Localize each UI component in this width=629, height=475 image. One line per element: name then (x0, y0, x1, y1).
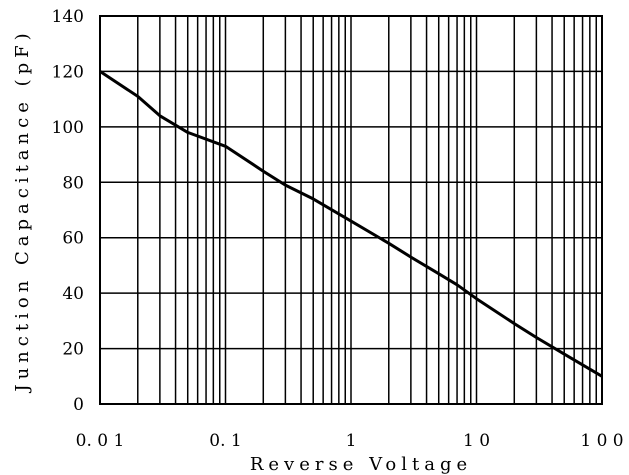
x-axis-label: Reverse Voltage (250, 454, 472, 475)
x-tick-label: 1 0 0 (580, 431, 623, 451)
x-tick-label: 0. 0 1 (76, 431, 125, 451)
y-tick-label: 120 (52, 62, 84, 82)
y-tick-label: 140 (52, 7, 84, 27)
horizontal-grid (100, 70, 602, 350)
x-tick-label: 1 (346, 431, 357, 451)
x-tick-label: 0. 1 (209, 431, 241, 451)
y-tick-label: 60 (62, 229, 84, 249)
plot-frame (99, 15, 603, 405)
y-tick-labels: 0 20 40 60 80 100 120 140 (52, 7, 84, 415)
series-line-capacitance (99, 70, 603, 378)
y-tick-label: 100 (52, 118, 84, 138)
x-tick-labels: 0. 0 1 0. 1 1 1 0 1 0 0 (76, 431, 624, 451)
y-tick-label: 40 (62, 284, 84, 304)
y-tick-label: 80 (62, 173, 84, 193)
vertical-grid (137, 16, 598, 404)
y-tick-label: 0 (73, 395, 84, 415)
y-tick-label: 20 (62, 340, 84, 360)
y-axis-label: Junction Capacitance (pF) (12, 28, 33, 393)
x-tick-label: 1 0 (463, 431, 490, 451)
